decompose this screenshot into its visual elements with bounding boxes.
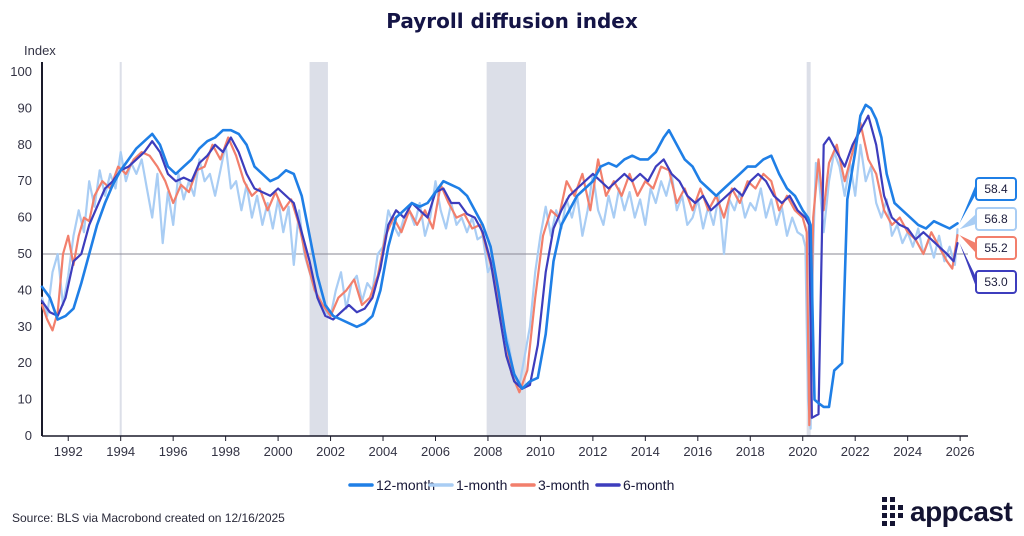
- y-tick-label-50: 50: [18, 246, 32, 261]
- x-tick-label-2022: 2022: [841, 444, 870, 459]
- end-value-callouts: 58.4 56.8 55.2 53.0: [959, 177, 1017, 294]
- y-tick-label-10: 10: [18, 392, 32, 407]
- recession-band-2: [486, 62, 526, 436]
- callout-box-3-month: [975, 236, 1017, 260]
- x-tick-label-2014: 2014: [631, 444, 660, 459]
- callout-box-1-month: [975, 207, 1017, 231]
- x-tick-label-2004: 2004: [369, 444, 398, 459]
- callout-pointer-3-month: [959, 235, 976, 253]
- source-note: Source: BLS via Macrobond created on 12/…: [12, 511, 285, 525]
- y-tick-label-100: 100: [10, 64, 32, 79]
- brand-logo: appcast: [882, 496, 1013, 528]
- axes: 0 10 20 30 40 50 60 70 80 90 100 1992 1994 1996 1998 20…: [10, 62, 975, 459]
- callout-pointer-6-month: [959, 243, 976, 287]
- x-tick-label-2000: 2000: [264, 444, 293, 459]
- x-tick-label-2016: 2016: [683, 444, 712, 459]
- x-tick-label-1994: 1994: [106, 444, 135, 459]
- callout-value-1-month: 56.8: [984, 212, 1008, 226]
- callout-box-12-month: [975, 177, 1017, 201]
- callout-box-6-month: [975, 270, 1017, 294]
- y-tick-label-60: 60: [18, 210, 32, 225]
- recession-band-1: [309, 62, 328, 436]
- callout-value-3-month: 55.2: [984, 241, 1008, 255]
- x-tick-label-2024: 2024: [893, 444, 922, 459]
- y-tick-label-40: 40: [18, 282, 32, 297]
- series-lines: [40, 103, 959, 430]
- recession-bands: [309, 62, 811, 436]
- y-axis-label: Index: [24, 43, 56, 58]
- brand-name: appcast: [910, 496, 1013, 527]
- callout-pointer-1-month: [959, 214, 976, 230]
- y-tick-label-20: 20: [18, 355, 32, 370]
- y-tick-label-70: 70: [18, 173, 32, 188]
- x-tick-label-1996: 1996: [159, 444, 188, 459]
- x-tick-label-1998: 1998: [211, 444, 240, 459]
- y-tick-label-30: 30: [18, 319, 32, 334]
- y-tick-label-80: 80: [18, 137, 32, 152]
- y-tick-label-0: 0: [25, 428, 32, 443]
- x-tick-label-2020: 2020: [788, 444, 817, 459]
- x-tick-label-2026: 2026: [946, 444, 975, 459]
- x-tick-label-2006: 2006: [421, 444, 450, 459]
- appcast-logo-icon: [882, 497, 903, 526]
- series-line-6-month: [40, 114, 959, 419]
- legend: 12-month 1-month 3-month 6-month: [348, 477, 674, 493]
- series-line-12-month: [40, 103, 959, 409]
- callout-value-6-month: 53.0: [984, 275, 1008, 289]
- x-tick-label-2012: 2012: [578, 444, 607, 459]
- y-tick-label-90: 90: [18, 100, 32, 115]
- x-tick-label-2018: 2018: [736, 444, 765, 459]
- x-tick-label-2010: 2010: [526, 444, 555, 459]
- chart-title: Payroll diffusion index: [386, 9, 638, 33]
- legend-label-12-month: 12-month: [376, 477, 435, 493]
- legend-label-1-month: 1-month: [456, 477, 507, 493]
- callout-value-12-month: 58.4: [984, 182, 1008, 196]
- x-tick-label-1992: 1992: [54, 444, 83, 459]
- callout-pointer-12-month: [959, 184, 976, 224]
- legend-label-6-month: 6-month: [623, 477, 674, 493]
- x-tick-label-2002: 2002: [316, 444, 345, 459]
- legend-label-3-month: 3-month: [538, 477, 589, 493]
- x-tick-label-2008: 2008: [473, 444, 502, 459]
